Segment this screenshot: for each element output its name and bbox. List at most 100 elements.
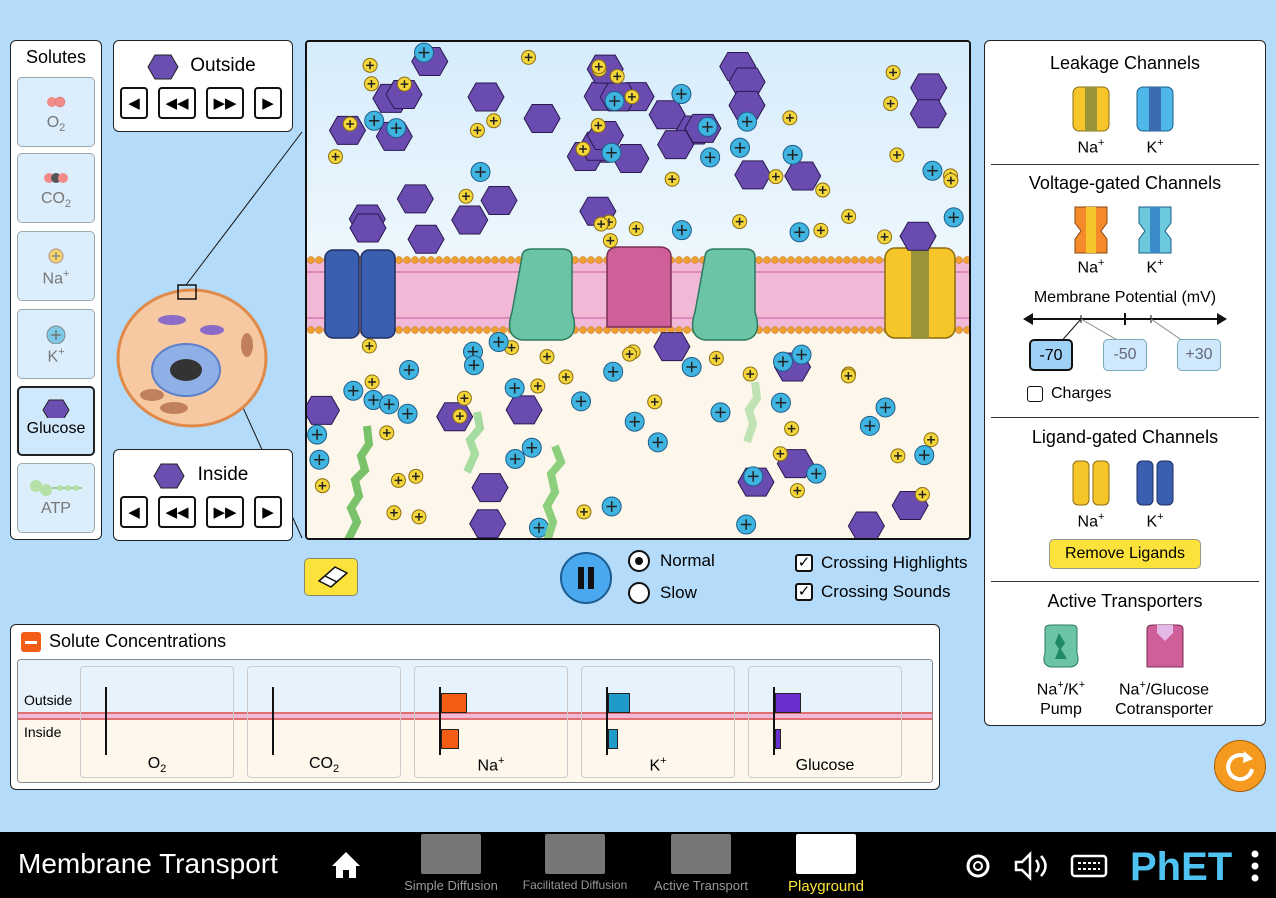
- speed-normal-radio[interactable]: Normal: [628, 550, 715, 572]
- glucose-particle: [910, 73, 948, 103]
- concentration-chart: Outside Inside O2 CO2 Na+ K+ Glucose: [17, 659, 933, 783]
- ion-charge: [314, 454, 325, 465]
- pump-label: Na+/K+ Pump: [1036, 679, 1086, 719]
- solute-co2-button[interactable]: CO2: [17, 153, 95, 223]
- ion-charge: [526, 442, 538, 453]
- ion-charge: [880, 402, 891, 413]
- solute-sodium-button[interactable]: Na+: [17, 231, 95, 301]
- potential-plus30-button[interactable]: +30: [1177, 339, 1221, 371]
- na-k-pump[interactable]: [1039, 623, 1083, 669]
- na-voltage-gated-channel[interactable]: [1071, 205, 1111, 255]
- ion-charge: [734, 142, 746, 154]
- glucose-particle: [899, 221, 937, 251]
- ion-charge: [403, 364, 415, 376]
- ion-charge: [456, 412, 464, 420]
- ion-charge: [775, 397, 787, 409]
- ion-charge: [628, 92, 636, 101]
- divider: [991, 581, 1259, 582]
- charges-checkbox[interactable]: Charges: [1027, 385, 1111, 403]
- ion-charge: [886, 99, 895, 108]
- bar-caption: Na+: [477, 754, 505, 774]
- ion-charge: [947, 176, 955, 185]
- simulation-view[interactable]: [305, 40, 971, 540]
- solute-glucose-button[interactable]: Glucose: [17, 386, 95, 456]
- tab-playground[interactable]: Playground: [774, 834, 878, 895]
- remove-one-outside-button[interactable]: ◀: [120, 87, 148, 119]
- k-ligand-gated-channel[interactable]: [1135, 459, 1175, 507]
- tab-facilitated-diffusion[interactable]: Facilitated Diffusion: [520, 834, 630, 892]
- ion-charge: [366, 61, 374, 70]
- glucose-icon: [42, 399, 70, 418]
- ion-charge: [594, 62, 603, 71]
- concentration-bar-2: Na+: [414, 666, 568, 778]
- ion-charge: [509, 382, 520, 394]
- ion-charge: [787, 424, 796, 433]
- k-leakage-channel[interactable]: [1135, 85, 1175, 133]
- ion-charge: [811, 468, 822, 479]
- bar-axis: [773, 687, 775, 755]
- divider: [991, 417, 1259, 418]
- speed-slow-radio[interactable]: Slow: [628, 582, 697, 604]
- solute-potassium-button[interactable]: K+: [17, 309, 95, 379]
- collapse-button[interactable]: [21, 631, 41, 652]
- ion-charge: [686, 361, 697, 373]
- ion-charge: [746, 370, 755, 378]
- crossing-highlights-checkbox[interactable]: ✓ Crossing Highlights: [795, 553, 967, 573]
- ion-charge: [493, 336, 504, 348]
- glucose-particle: [451, 205, 489, 235]
- home-icon[interactable]: [330, 850, 362, 880]
- divider: [991, 164, 1259, 165]
- outside-bar: [608, 693, 630, 713]
- inside-solute-control: Inside ◀ ◀◀ ▶▶ ▶: [113, 449, 293, 541]
- na-leakage-channel[interactable]: [1071, 85, 1111, 133]
- ion-charge: [606, 147, 617, 158]
- pause-button[interactable]: [560, 552, 612, 604]
- ion-charge: [712, 354, 721, 363]
- tab-simple-diffusion[interactable]: Simple Diffusion: [396, 834, 506, 893]
- tab-active-transport[interactable]: Active Transport: [644, 834, 758, 893]
- sound-icon[interactable]: [1012, 850, 1052, 882]
- more-options-icon[interactable]: [1248, 846, 1262, 886]
- potential-minus50-button[interactable]: -50: [1103, 339, 1147, 371]
- add-many-inside-button[interactable]: ▶▶: [206, 496, 244, 528]
- crossing-sounds-checkbox[interactable]: ✓ Crossing Sounds: [795, 582, 950, 602]
- glucose-icon: [153, 463, 185, 489]
- k-voltage-gated-channel[interactable]: [1135, 205, 1175, 255]
- settings-icon[interactable]: [962, 850, 994, 882]
- oxygen-icon: [47, 96, 66, 108]
- voltage-gated-title: Voltage-gated Channels: [1028, 173, 1222, 193]
- ion-charge: [367, 79, 376, 88]
- reset-all-button[interactable]: [1214, 740, 1266, 792]
- inside-axis-label: Inside: [24, 724, 62, 740]
- k-ligand-label: K+: [1146, 511, 1164, 531]
- ion-charge: [607, 366, 619, 377]
- glucose-particle: [734, 160, 772, 190]
- glucose-particle: [349, 213, 387, 243]
- phet-logo[interactable]: PhET: [1130, 844, 1240, 886]
- ion-charge: [311, 429, 323, 440]
- remove-many-outside-button[interactable]: ◀◀: [158, 87, 196, 119]
- glucose-particle: [471, 473, 509, 503]
- clear-solutes-button[interactable]: [304, 558, 358, 596]
- remove-ligands-button[interactable]: Remove Ligands: [1049, 539, 1201, 569]
- ion-charge: [365, 342, 374, 350]
- na-glucose-cotransporter[interactable]: [1143, 623, 1187, 669]
- add-one-outside-button[interactable]: ▶: [254, 87, 282, 119]
- k-voltage-label: K+: [1146, 257, 1164, 277]
- ion-charge: [348, 385, 359, 397]
- potential-minus70-button[interactable]: -70: [1029, 339, 1073, 371]
- ion-charge: [893, 151, 901, 159]
- na-ligand-gated-channel[interactable]: [1071, 459, 1111, 507]
- cotransporter-label: Na+/Glucose Cotransporter: [1115, 679, 1213, 719]
- add-many-outside-button[interactable]: ▶▶: [206, 87, 244, 119]
- solute-atp-button[interactable]: ATP: [17, 463, 95, 533]
- keyboard-icon[interactable]: [1070, 852, 1108, 880]
- k-leakage-label: K+: [1146, 137, 1164, 157]
- add-one-inside-button[interactable]: ▶: [254, 496, 282, 528]
- ion-charge: [786, 114, 794, 122]
- ion-charge: [468, 359, 480, 371]
- ion-charge: [382, 428, 391, 437]
- solute-o2-button[interactable]: O2: [17, 77, 95, 147]
- remove-many-inside-button[interactable]: ◀◀: [158, 496, 196, 528]
- remove-one-inside-button[interactable]: ◀: [120, 496, 148, 528]
